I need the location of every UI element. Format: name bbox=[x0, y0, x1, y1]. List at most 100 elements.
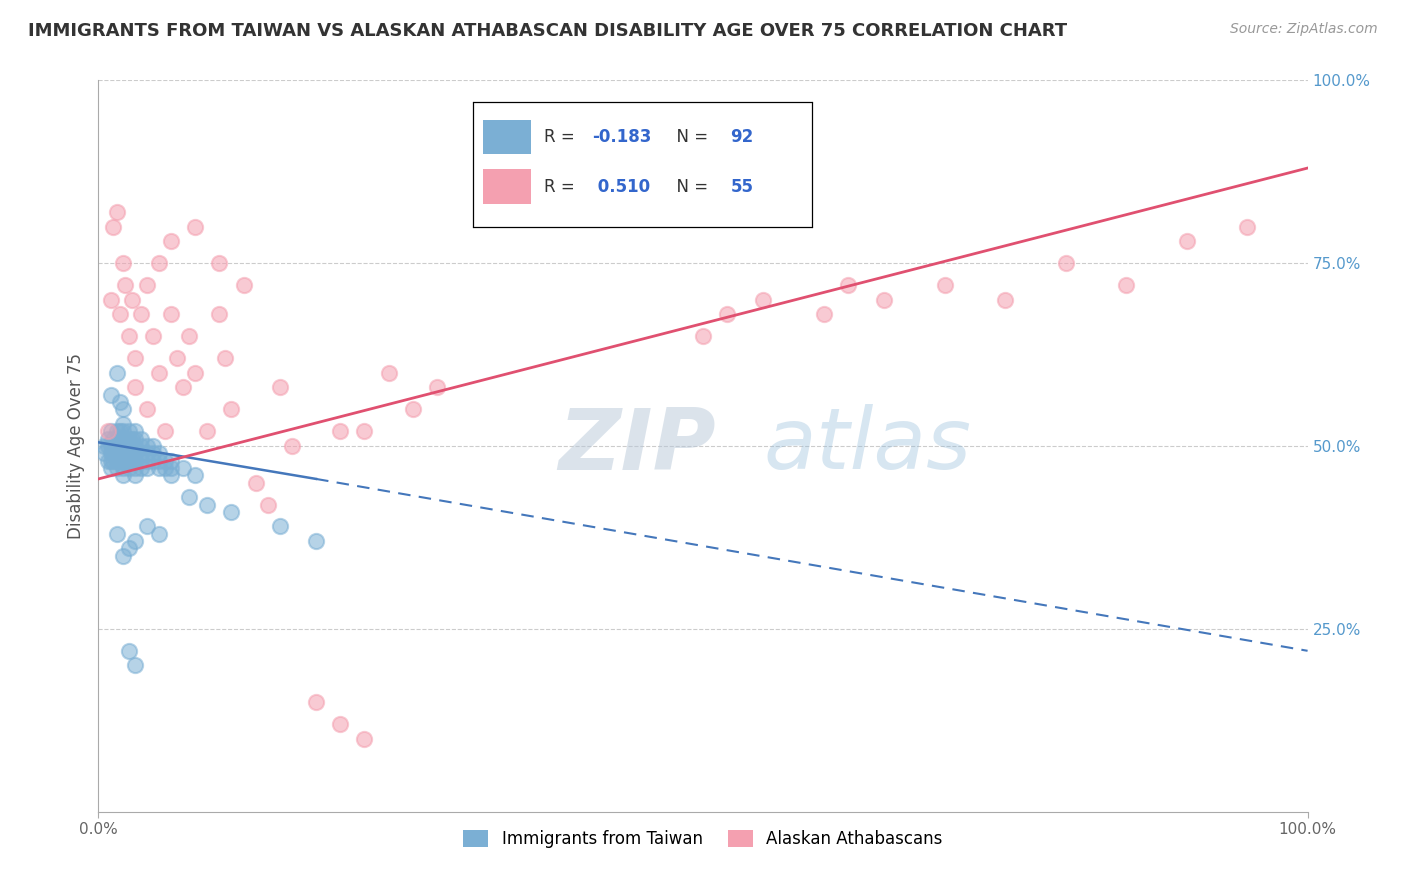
Point bbox=[135, 402, 157, 417]
Point bbox=[221, 505, 243, 519]
Point bbox=[934, 278, 956, 293]
Point bbox=[256, 498, 278, 512]
Point bbox=[160, 453, 183, 467]
Point bbox=[97, 425, 120, 439]
Point bbox=[121, 453, 143, 467]
Point bbox=[118, 329, 141, 343]
Point bbox=[111, 417, 134, 431]
Point bbox=[148, 453, 170, 467]
Point bbox=[111, 461, 134, 475]
Point bbox=[105, 425, 128, 439]
Point bbox=[148, 526, 170, 541]
Point bbox=[221, 402, 243, 417]
Point bbox=[105, 461, 128, 475]
Point bbox=[281, 439, 304, 453]
Point bbox=[402, 402, 425, 417]
Point bbox=[426, 380, 449, 394]
Point bbox=[105, 526, 128, 541]
Point bbox=[100, 388, 122, 402]
Point bbox=[111, 549, 134, 563]
Point bbox=[111, 439, 134, 453]
Point bbox=[135, 439, 157, 453]
Point bbox=[1236, 219, 1258, 234]
Point bbox=[100, 439, 122, 453]
Point bbox=[101, 439, 124, 453]
Point bbox=[129, 439, 152, 453]
Point bbox=[105, 446, 128, 460]
Legend: Immigrants from Taiwan, Alaskan Athabascans: Immigrants from Taiwan, Alaskan Athabasc… bbox=[457, 823, 949, 855]
Point bbox=[160, 461, 183, 475]
Point bbox=[114, 439, 136, 453]
Point bbox=[108, 453, 131, 467]
Point bbox=[813, 307, 835, 321]
Point bbox=[124, 351, 146, 366]
Point bbox=[129, 432, 152, 446]
Point bbox=[166, 351, 188, 366]
Point bbox=[100, 446, 122, 460]
Text: Source: ZipAtlas.com: Source: ZipAtlas.com bbox=[1230, 22, 1378, 37]
Point bbox=[129, 307, 152, 321]
Point bbox=[124, 425, 146, 439]
Point bbox=[305, 534, 328, 549]
Point bbox=[135, 519, 157, 533]
Point bbox=[124, 658, 146, 673]
Point bbox=[100, 425, 122, 439]
Point bbox=[377, 366, 399, 380]
Text: IMMIGRANTS FROM TAIWAN VS ALASKAN ATHABASCAN DISABILITY AGE OVER 75 CORRELATION : IMMIGRANTS FROM TAIWAN VS ALASKAN ATHABA… bbox=[28, 22, 1067, 40]
Point bbox=[124, 468, 146, 483]
Point bbox=[148, 446, 170, 460]
Point bbox=[100, 453, 122, 467]
Point bbox=[108, 432, 131, 446]
Point bbox=[118, 432, 141, 446]
Point bbox=[172, 380, 194, 394]
Point bbox=[101, 446, 124, 460]
Point bbox=[111, 468, 134, 483]
Point bbox=[148, 461, 170, 475]
Point bbox=[121, 432, 143, 446]
Point bbox=[208, 307, 231, 321]
Point bbox=[105, 366, 128, 380]
Point bbox=[97, 432, 120, 446]
Point bbox=[873, 293, 896, 307]
Point bbox=[135, 453, 157, 467]
Point bbox=[129, 461, 152, 475]
Point bbox=[93, 439, 115, 453]
Point bbox=[153, 425, 176, 439]
Point bbox=[105, 453, 128, 467]
Point bbox=[184, 468, 207, 483]
Point bbox=[124, 461, 146, 475]
Point bbox=[100, 293, 122, 307]
Point bbox=[1054, 256, 1077, 270]
Point bbox=[114, 453, 136, 467]
Point bbox=[142, 329, 165, 343]
Point bbox=[118, 541, 141, 556]
Point bbox=[124, 380, 146, 394]
Point bbox=[214, 351, 236, 366]
Point bbox=[179, 329, 201, 343]
Point bbox=[121, 293, 143, 307]
Point bbox=[118, 439, 141, 453]
Point bbox=[129, 446, 152, 460]
Point bbox=[716, 307, 738, 321]
Point bbox=[118, 461, 141, 475]
Point bbox=[101, 453, 124, 467]
Point bbox=[148, 256, 170, 270]
Point bbox=[142, 439, 165, 453]
Point bbox=[353, 425, 375, 439]
Point bbox=[121, 446, 143, 460]
Point bbox=[172, 461, 194, 475]
Point bbox=[108, 395, 131, 409]
Point bbox=[101, 432, 124, 446]
Point bbox=[124, 534, 146, 549]
Point bbox=[118, 644, 141, 658]
Point bbox=[135, 278, 157, 293]
Point bbox=[105, 432, 128, 446]
Point bbox=[101, 219, 124, 234]
Point bbox=[994, 293, 1017, 307]
Point bbox=[692, 329, 714, 343]
Point bbox=[837, 278, 859, 293]
Point bbox=[353, 731, 375, 746]
Point bbox=[148, 366, 170, 380]
Point bbox=[160, 468, 183, 483]
Point bbox=[245, 475, 267, 490]
